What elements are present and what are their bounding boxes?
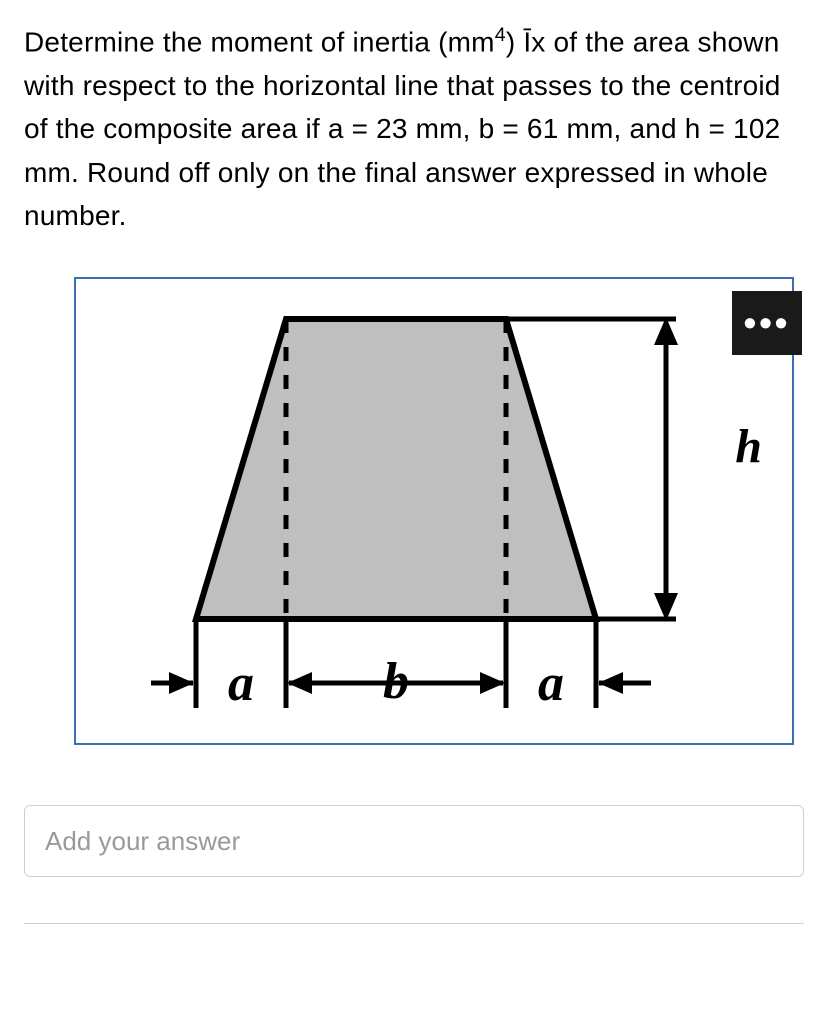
ellipsis-icon: ••• — [744, 302, 791, 344]
q-sup: 4 — [495, 24, 506, 46]
bottom-dimension-row: a b a — [111, 643, 731, 723]
q-part1b: ) Īx of the area shown — [506, 26, 780, 57]
trapezoid-diagram — [136, 299, 696, 649]
q-line2: with respect to the horizontal line that… — [24, 70, 781, 101]
q-part1: Determine the moment of inertia (mm — [24, 26, 495, 57]
overflow-menu-button[interactable]: ••• — [732, 291, 802, 355]
bottom-dim-svg: a b a — [111, 648, 731, 718]
q-line3: of the composite area if a = 23 mm, b = … — [24, 113, 677, 144]
answer-input[interactable]: Add your answer — [24, 805, 804, 877]
answer-placeholder: Add your answer — [45, 826, 240, 857]
trapezoid-shape — [196, 319, 596, 619]
question-text: Determine the moment of inertia (mm4) Īx… — [24, 20, 803, 237]
divider — [24, 923, 804, 924]
dim-label-b: b — [383, 653, 409, 710]
trapezoid-svg — [136, 299, 696, 649]
figure-frame: ••• h — [74, 277, 794, 745]
dim-label-h: h — [735, 419, 762, 474]
dim-label-a-left: a — [228, 655, 254, 712]
dim-label-a-right: a — [538, 655, 564, 712]
